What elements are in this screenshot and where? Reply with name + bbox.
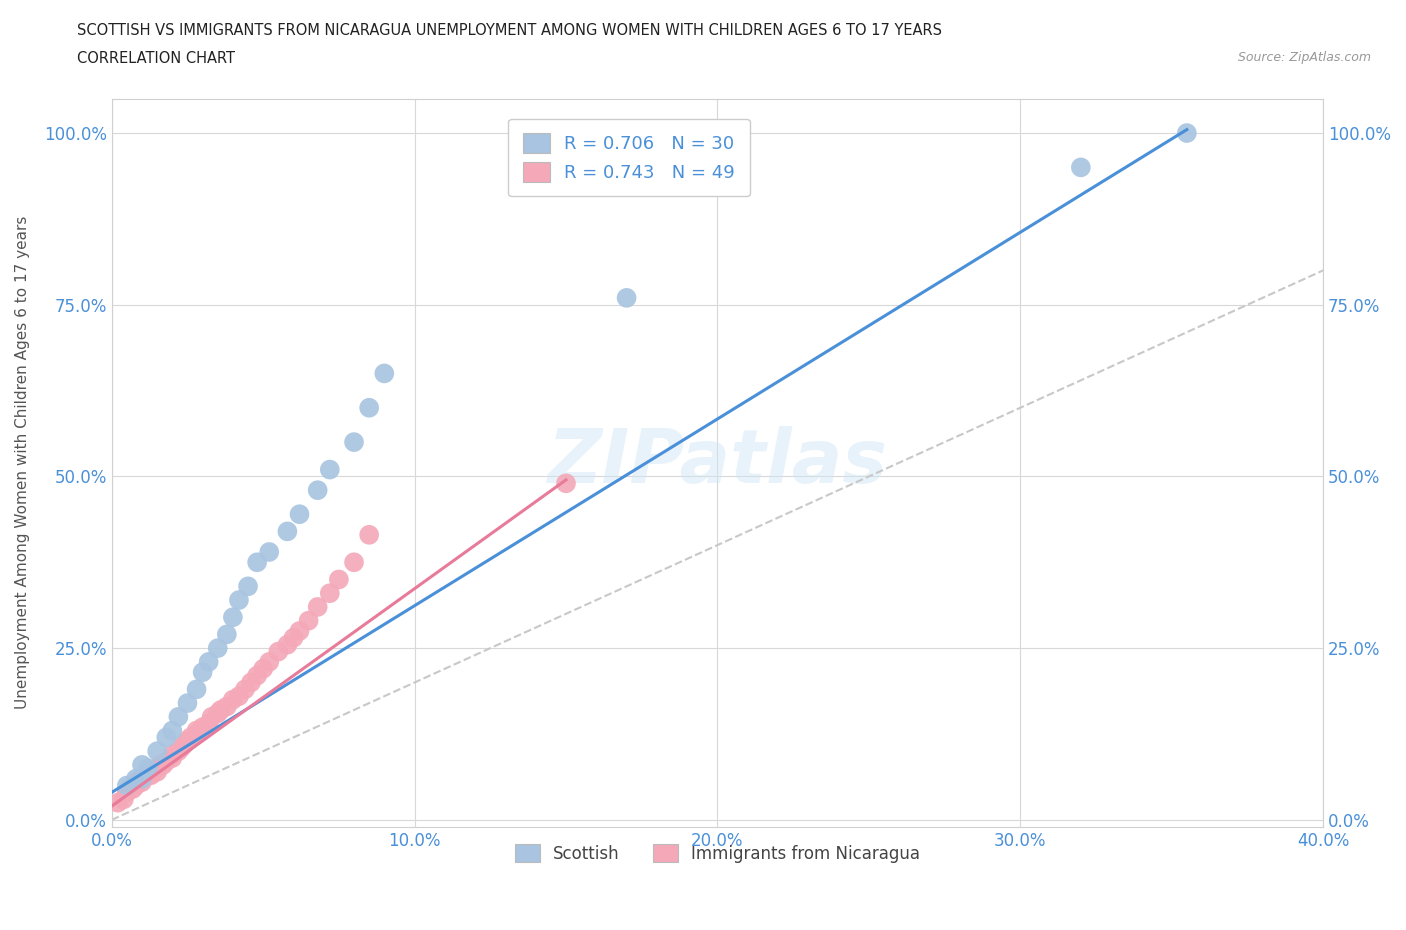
- Point: [1175, 126, 1198, 140]
- Point: [222, 692, 245, 707]
- Point: [162, 747, 184, 762]
- Point: [155, 754, 177, 769]
- Point: [228, 689, 250, 704]
- Point: [201, 710, 224, 724]
- Point: [146, 744, 169, 759]
- Point: [107, 795, 129, 810]
- Point: [115, 785, 138, 800]
- Point: [233, 682, 256, 697]
- Point: [146, 761, 169, 776]
- Point: [186, 726, 208, 741]
- Point: [297, 613, 319, 628]
- Point: [186, 682, 208, 697]
- Point: [307, 600, 329, 615]
- Point: [288, 507, 311, 522]
- Point: [115, 778, 138, 793]
- Point: [359, 527, 381, 542]
- Point: [167, 710, 190, 724]
- Point: [122, 781, 145, 796]
- Point: [191, 720, 214, 735]
- Point: [131, 771, 153, 786]
- Point: [373, 366, 395, 381]
- Text: SCOTTISH VS IMMIGRANTS FROM NICARAGUA UNEMPLOYMENT AMONG WOMEN WITH CHILDREN AGE: SCOTTISH VS IMMIGRANTS FROM NICARAGUA UN…: [77, 23, 942, 38]
- Point: [136, 768, 159, 783]
- Point: [215, 627, 238, 642]
- Point: [246, 668, 269, 683]
- Point: [125, 771, 148, 786]
- Point: [252, 661, 274, 676]
- Point: [215, 699, 238, 714]
- Point: [288, 623, 311, 638]
- Point: [236, 578, 259, 593]
- Point: [131, 775, 153, 790]
- Y-axis label: Unemployment Among Women with Children Ages 6 to 17 years: Unemployment Among Women with Children A…: [15, 216, 30, 710]
- Point: [162, 751, 184, 765]
- Point: [283, 631, 305, 645]
- Point: [176, 696, 198, 711]
- Point: [328, 572, 350, 587]
- Point: [197, 716, 219, 731]
- Point: [146, 764, 169, 779]
- Point: [186, 724, 208, 738]
- Point: [155, 730, 177, 745]
- Point: [131, 757, 153, 772]
- Point: [176, 734, 198, 749]
- Point: [319, 462, 342, 477]
- Legend: Scottish, Immigrants from Nicaragua: Scottish, Immigrants from Nicaragua: [508, 837, 927, 870]
- Point: [1070, 160, 1092, 175]
- Point: [240, 675, 263, 690]
- Text: Source: ZipAtlas.com: Source: ZipAtlas.com: [1237, 51, 1371, 64]
- Point: [343, 434, 366, 449]
- Point: [307, 483, 329, 498]
- Point: [257, 655, 280, 670]
- Point: [616, 290, 638, 305]
- Point: [555, 476, 578, 491]
- Point: [343, 555, 366, 570]
- Point: [207, 706, 229, 721]
- Point: [152, 757, 174, 772]
- Point: [267, 644, 290, 659]
- Point: [118, 781, 141, 796]
- Point: [276, 637, 298, 652]
- Point: [209, 702, 232, 717]
- Point: [139, 768, 162, 783]
- Point: [125, 775, 148, 790]
- Point: [257, 545, 280, 560]
- Point: [170, 740, 193, 755]
- Point: [112, 791, 135, 806]
- Point: [359, 400, 381, 415]
- Point: [173, 737, 195, 751]
- Text: CORRELATION CHART: CORRELATION CHART: [77, 51, 235, 66]
- Point: [319, 586, 342, 601]
- Point: [222, 610, 245, 625]
- Point: [162, 724, 184, 738]
- Point: [125, 778, 148, 793]
- Point: [197, 655, 219, 670]
- Text: ZIPatlas: ZIPatlas: [547, 426, 887, 499]
- Point: [191, 665, 214, 680]
- Point: [246, 555, 269, 570]
- Point: [167, 744, 190, 759]
- Point: [276, 524, 298, 538]
- Point: [228, 592, 250, 607]
- Point: [131, 771, 153, 786]
- Point: [179, 730, 201, 745]
- Point: [207, 641, 229, 656]
- Point: [136, 761, 159, 776]
- Point: [149, 757, 172, 772]
